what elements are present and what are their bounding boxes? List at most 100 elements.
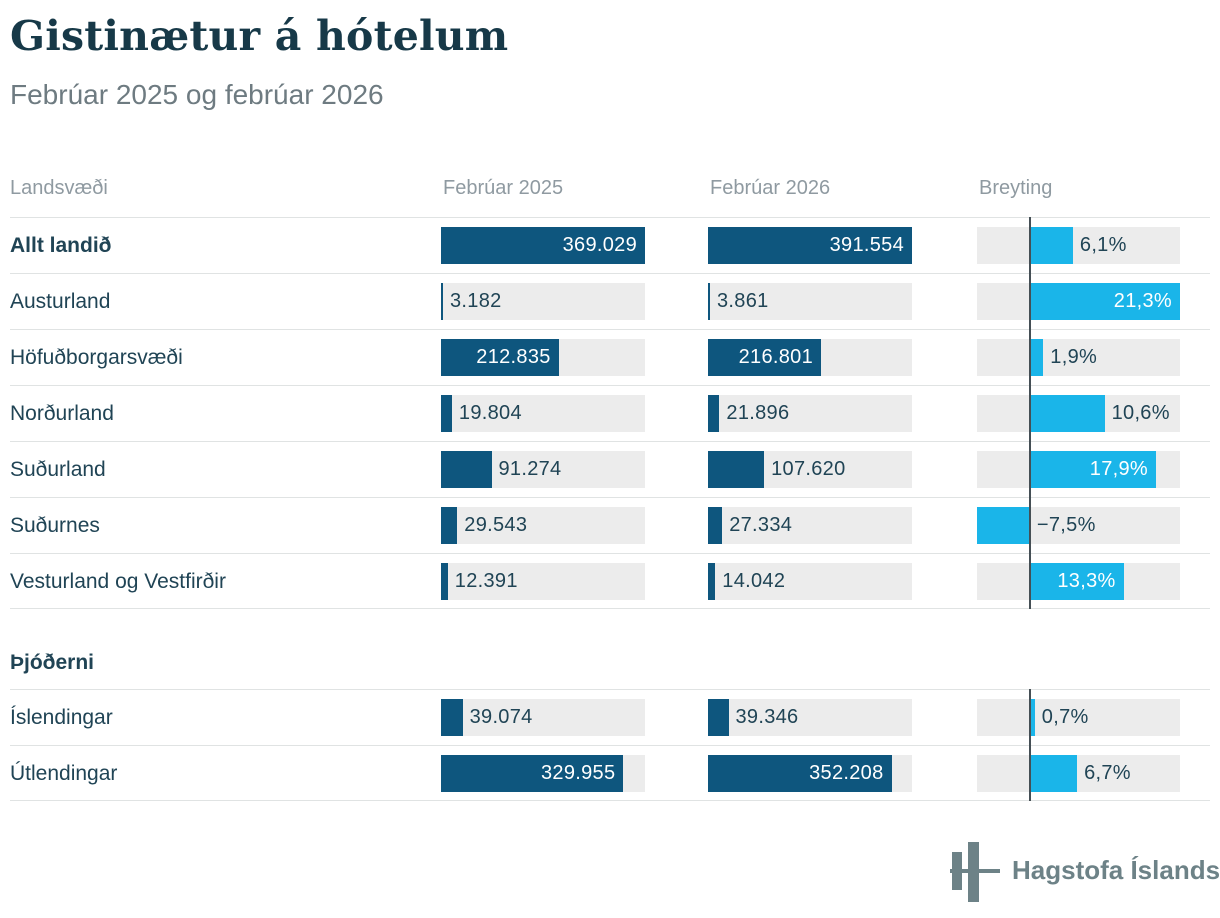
change-bar <box>1029 339 1044 376</box>
value-label: 19.804 <box>458 402 522 424</box>
value-bar-track: 3.182 <box>441 283 645 320</box>
value-bar-track: 369.029 <box>441 227 645 264</box>
value-bar: 369.029 <box>441 227 645 264</box>
value-label: 27.334 <box>729 514 793 536</box>
table-section: Allt landið 369.029 391.554 6,1% Austurland 3… <box>10 217 1210 609</box>
value-label: 21.896 <box>726 402 790 424</box>
value-label: 212.835 <box>476 346 551 368</box>
value-bar-track: 329.955 <box>441 755 645 792</box>
change-label: 17,9% <box>1089 458 1148 480</box>
column-header-change: Breyting <box>979 177 1053 199</box>
value-bar <box>441 451 492 488</box>
value-label: 3.861 <box>717 290 769 312</box>
row-label: Suðurnes <box>10 514 100 537</box>
value-label: 107.620 <box>771 458 846 480</box>
change-bar-track: 21,3% <box>977 283 1180 320</box>
change-zero-axis <box>1029 689 1031 801</box>
page-title: Gistinætur á hótelum <box>10 12 509 60</box>
table-row: Allt landið 369.029 391.554 6,1% <box>10 217 1210 273</box>
change-bar <box>977 507 1030 544</box>
table-row: Höfuðborgarsvæði 212.835 216.801 1,9% <box>10 329 1210 385</box>
value-bar <box>708 507 723 544</box>
value-bar: 329.955 <box>441 755 624 792</box>
value-bar <box>441 699 463 736</box>
value-bar-track: 19.804 <box>441 395 645 432</box>
value-bar-track: 21.896 <box>708 395 912 432</box>
table-body: Allt landið 369.029 391.554 6,1% Austurland 3… <box>10 217 1210 801</box>
table-header-row: Landsvæði Febrúar 2025 Febrúar 2026 Brey… <box>10 110 1210 217</box>
value-bar: 352.208 <box>708 755 892 792</box>
change-bar <box>1029 699 1035 736</box>
change-bar <box>1029 755 1078 792</box>
value-bar <box>441 563 448 600</box>
change-bar <box>1029 563 1124 600</box>
table-row: Suðurnes 29.543 27.334 −7,5% <box>10 497 1210 553</box>
value-label: 12.391 <box>454 570 518 592</box>
logo-bar-left <box>952 852 962 890</box>
change-label: 6,7% <box>1084 762 1131 784</box>
row-label: Suðurland <box>10 458 106 481</box>
data-table: Landsvæði Febrúar 2025 Febrúar 2026 Brey… <box>10 110 1210 801</box>
value-bar-track: 216.801 <box>708 339 912 376</box>
value-label: 39.074 <box>469 706 533 728</box>
value-bar-track: 27.334 <box>708 507 912 544</box>
value-bar-track: 39.346 <box>708 699 912 736</box>
change-bar-track: 1,9% <box>977 339 1180 376</box>
value-bar-track: 3.861 <box>708 283 912 320</box>
table-row: Austurland 3.182 3.861 21,3% <box>10 273 1210 329</box>
value-bar: 212.835 <box>441 339 559 376</box>
value-label: 29.543 <box>464 514 528 536</box>
value-bar-track: 91.274 <box>441 451 645 488</box>
change-label: 13,3% <box>1057 570 1116 592</box>
section-header: Þjóðerni <box>10 651 95 674</box>
value-label: 391.554 <box>829 234 904 256</box>
change-bar-track: 10,6% <box>977 395 1180 432</box>
table-row: Norðurland 19.804 21.896 10,6% <box>10 385 1210 441</box>
section-rows: Íslendingar 39.074 39.346 0,7% Útlendingar 32… <box>10 689 1210 801</box>
change-label: 1,9% <box>1050 346 1098 368</box>
value-bar-track: 212.835 <box>441 339 645 376</box>
row-label: Austurland <box>10 290 111 313</box>
value-bar: 216.801 <box>708 339 821 376</box>
value-bar <box>441 507 458 544</box>
column-header-feb-2025: Febrúar 2025 <box>443 177 564 199</box>
column-header-feb-2026: Febrúar 2026 <box>710 177 831 199</box>
value-label: 216.801 <box>738 346 813 368</box>
change-label: 10,6% <box>1111 402 1170 424</box>
row-label: Norðurland <box>10 402 114 425</box>
table-row: Vesturland og Vestfirðir 12.391 14.042 13,3… <box>10 553 1210 609</box>
value-bar <box>441 395 452 432</box>
value-bar <box>708 395 720 432</box>
change-bar-track: 6,7% <box>977 755 1180 792</box>
page-subtitle: Febrúar 2025 og febrúar 2026 <box>10 79 384 110</box>
logo-bar-right <box>968 842 979 902</box>
logo-bar-horizontal <box>950 869 1000 873</box>
change-label: 6,1% <box>1079 234 1127 256</box>
value-bar <box>708 699 729 736</box>
value-bar-track: 14.042 <box>708 563 912 600</box>
value-label: 3.182 <box>450 290 502 312</box>
value-bar: 391.554 <box>708 227 912 264</box>
value-bar <box>708 451 765 488</box>
value-label: 14.042 <box>722 570 786 592</box>
value-label: 91.274 <box>498 458 562 480</box>
change-bar-track: 0,7% <box>977 699 1180 736</box>
table-section: Þjóðerni Íslendingar 39.074 39.346 0,7% Útlen… <box>10 609 1210 801</box>
value-label: 39.346 <box>735 706 799 728</box>
value-label: 369.029 <box>562 234 637 256</box>
value-bar-track: 39.074 <box>441 699 645 736</box>
value-bar-track: 107.620 <box>708 451 912 488</box>
change-label: −7,5% <box>1036 514 1096 536</box>
value-bar-track: 352.208 <box>708 755 912 792</box>
change-bar-track: 6,1% <box>977 227 1180 264</box>
table-row: Suðurland 91.274 107.620 17,9% <box>10 441 1210 497</box>
footer-logo-text: Hagstofa Íslands <box>1012 855 1220 885</box>
change-bar <box>1029 283 1180 320</box>
row-label: Höfuðborgarsvæði <box>10 346 183 369</box>
row-label: Vesturland og Vestfirðir <box>10 570 226 593</box>
change-label: 0,7% <box>1041 706 1089 728</box>
value-bar-track: 391.554 <box>708 227 912 264</box>
row-label: Útlendingar <box>10 762 118 785</box>
change-bar <box>1029 395 1105 432</box>
